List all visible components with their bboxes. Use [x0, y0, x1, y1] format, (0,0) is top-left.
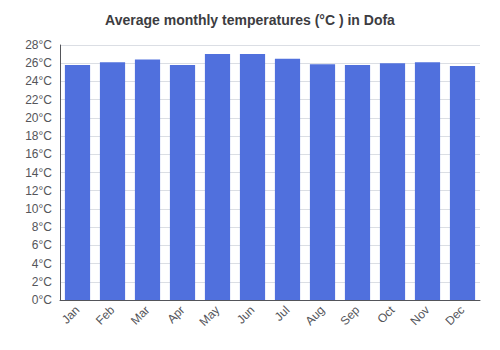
svg-text:8°C: 8°C	[32, 220, 52, 234]
svg-text:22°C: 22°C	[25, 93, 52, 107]
svg-text:20°C: 20°C	[25, 111, 52, 125]
svg-text:24°C: 24°C	[25, 74, 52, 88]
svg-text:Apr: Apr	[164, 303, 187, 326]
svg-text:Sep: Sep	[337, 303, 362, 328]
svg-text:12°C: 12°C	[25, 184, 52, 198]
svg-text:Average monthly temperatures (: Average monthly temperatures (°C ) in Do…	[105, 12, 395, 28]
svg-text:16°C: 16°C	[25, 147, 52, 161]
svg-text:Nov: Nov	[407, 303, 432, 328]
svg-text:May: May	[197, 303, 223, 329]
svg-text:Feb: Feb	[93, 303, 118, 328]
svg-text:Aug: Aug	[302, 303, 327, 328]
svg-text:4°C: 4°C	[32, 257, 52, 271]
svg-text:0°C: 0°C	[32, 293, 52, 307]
svg-text:26°C: 26°C	[25, 56, 52, 70]
svg-text:28°C: 28°C	[25, 38, 52, 52]
svg-text:Dec: Dec	[442, 303, 467, 328]
svg-text:6°C: 6°C	[32, 238, 52, 252]
svg-text:Mar: Mar	[128, 303, 153, 327]
svg-text:Jul: Jul	[272, 303, 293, 324]
svg-text:18°C: 18°C	[25, 129, 52, 143]
svg-text:Oct: Oct	[374, 303, 398, 327]
svg-text:Jan: Jan	[59, 303, 83, 327]
svg-text:14°C: 14°C	[25, 166, 52, 180]
svg-text:Jun: Jun	[234, 303, 258, 327]
svg-text:2°C: 2°C	[32, 275, 52, 289]
svg-text:10°C: 10°C	[25, 202, 52, 216]
